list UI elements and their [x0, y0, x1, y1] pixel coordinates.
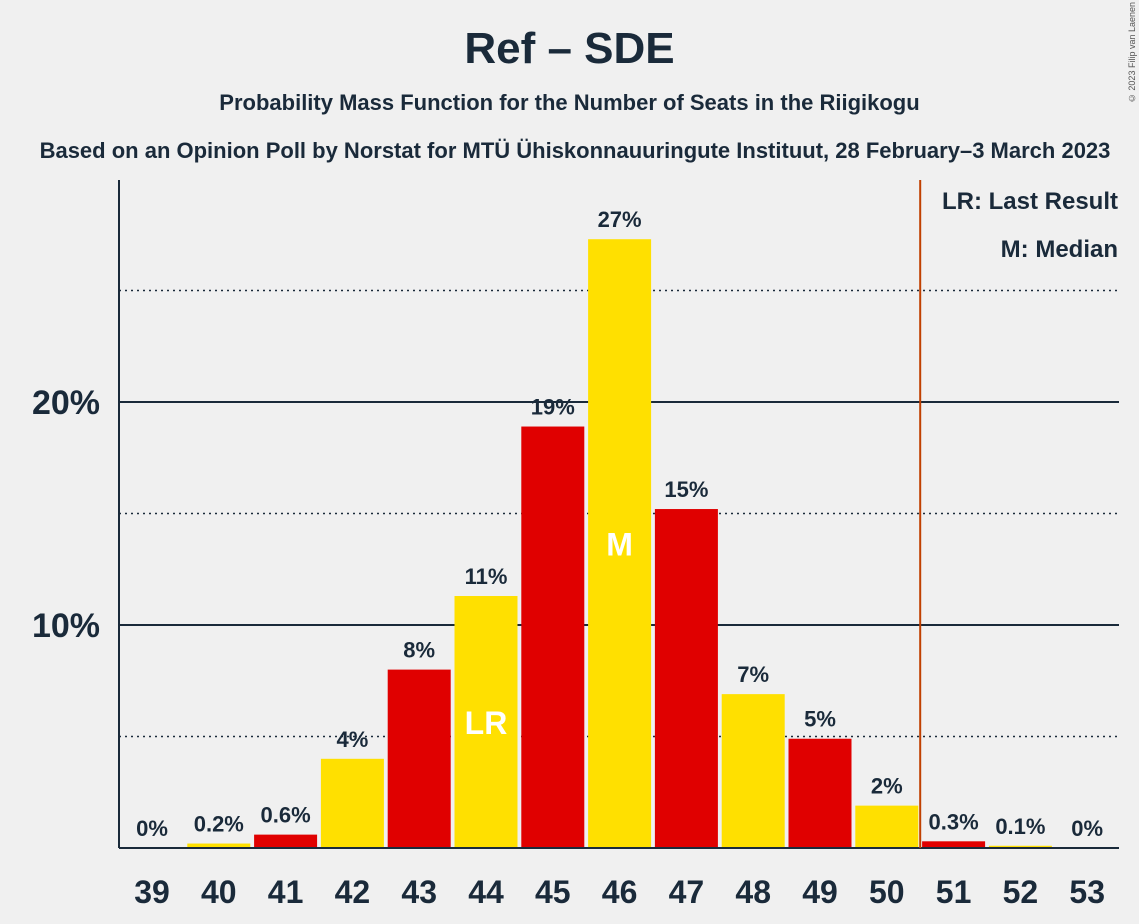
data-label: 7% [737, 662, 769, 687]
x-tick-label: 39 [134, 874, 170, 910]
x-tick-label: 50 [869, 874, 905, 910]
bar [187, 843, 251, 848]
data-label: 8% [403, 638, 435, 663]
bar [454, 596, 518, 848]
in-bar-label: LR [465, 705, 508, 741]
data-label: 0% [136, 816, 168, 841]
bar [387, 669, 451, 848]
bar [588, 239, 652, 848]
bar [254, 834, 318, 848]
bar [855, 805, 919, 848]
x-tick-label: 44 [468, 874, 504, 910]
in-bar-label: M [606, 527, 633, 563]
x-tick-label: 43 [401, 874, 437, 910]
x-tick-label: 41 [268, 874, 304, 910]
legend-last-result: LR: Last Result [942, 188, 1118, 215]
x-tick-label: 40 [201, 874, 237, 910]
chart-source-subtitle: Based on an Opinion Poll by Norstat for … [39, 138, 1111, 163]
bars-group [187, 239, 1052, 848]
x-tick-label: 42 [335, 874, 371, 910]
data-label: 0.2% [194, 812, 244, 837]
data-label: 0.1% [995, 814, 1045, 839]
bar [521, 426, 585, 848]
bar [721, 694, 785, 848]
data-label: 27% [598, 207, 642, 232]
x-tick-label: 52 [1003, 874, 1039, 910]
x-tick-label: 48 [735, 874, 771, 910]
x-tick-label: 49 [802, 874, 838, 910]
data-label: 0.6% [261, 803, 311, 828]
data-label: 15% [664, 477, 708, 502]
axes-group [118, 180, 1119, 849]
bar [988, 845, 1052, 848]
data-label: 19% [531, 395, 575, 420]
x-tick-label: 47 [669, 874, 705, 910]
bar [922, 841, 986, 848]
data-label: 11% [465, 564, 508, 589]
data-label: 0% [1071, 816, 1103, 841]
legend-median: M: Median [1001, 236, 1118, 263]
bar [788, 738, 852, 848]
bar [654, 509, 718, 848]
y-tick-label: 10% [32, 607, 100, 645]
x-tick-label: 46 [602, 874, 638, 910]
data-label: 5% [804, 707, 836, 732]
chart-title: Ref – SDE [464, 24, 675, 73]
x-tick-label: 53 [1069, 874, 1105, 910]
chart-subtitle: Probability Mass Function for the Number… [219, 90, 920, 115]
data-label: 0.3% [929, 809, 979, 834]
data-label: 4% [337, 727, 369, 752]
x-tick-label: 51 [936, 874, 972, 910]
value-labels-group: 0% 39 0.2% 40 0.6% 41 4% 42 8% 43 11% 44 LR 19% 45 27% 4… [134, 207, 1105, 910]
data-label: 2% [871, 774, 903, 799]
y-tick-label: 20% [32, 384, 100, 422]
bar [320, 758, 384, 848]
x-tick-label: 45 [535, 874, 571, 910]
